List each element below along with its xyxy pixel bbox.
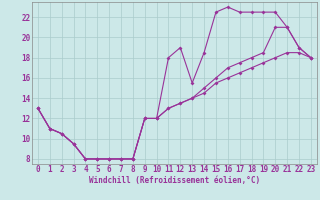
X-axis label: Windchill (Refroidissement éolien,°C): Windchill (Refroidissement éolien,°C) <box>89 176 260 185</box>
